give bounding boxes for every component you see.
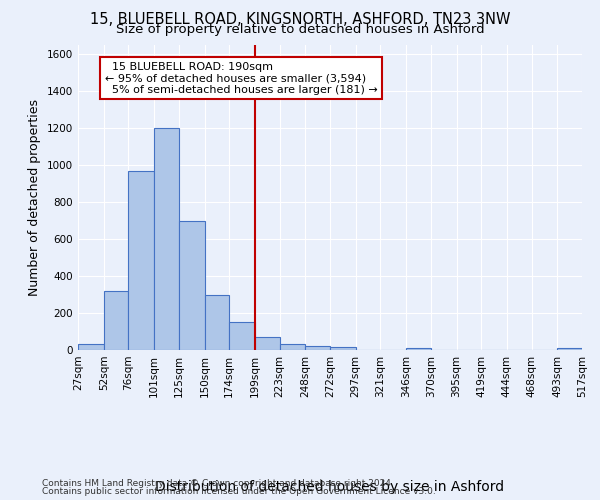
Text: Contains public sector information licensed under the Open Government Licence v3: Contains public sector information licen…: [42, 487, 436, 496]
Text: Contains HM Land Registry data © Crown copyright and database right 2024.: Contains HM Land Registry data © Crown c…: [42, 478, 394, 488]
X-axis label: Distribution of detached houses by size in Ashford: Distribution of detached houses by size …: [155, 480, 505, 494]
Bar: [330, 347, 356, 350]
Bar: [255, 337, 280, 350]
Bar: [78, 344, 104, 350]
Bar: [557, 348, 582, 350]
Bar: [280, 344, 305, 350]
Y-axis label: Number of detached properties: Number of detached properties: [28, 99, 41, 296]
Bar: [154, 128, 179, 350]
Bar: [406, 348, 431, 350]
Text: 15, BLUEBELL ROAD, KINGSNORTH, ASHFORD, TN23 3NW: 15, BLUEBELL ROAD, KINGSNORTH, ASHFORD, …: [90, 12, 510, 28]
Bar: [104, 291, 128, 350]
Bar: [128, 170, 154, 350]
Bar: [305, 346, 330, 350]
Text: Size of property relative to detached houses in Ashford: Size of property relative to detached ho…: [116, 22, 484, 36]
Bar: [229, 322, 255, 350]
Text: 15 BLUEBELL ROAD: 190sqm
← 95% of detached houses are smaller (3,594)
  5% of se: 15 BLUEBELL ROAD: 190sqm ← 95% of detach…: [105, 62, 377, 95]
Bar: [205, 294, 229, 350]
Bar: [179, 220, 205, 350]
